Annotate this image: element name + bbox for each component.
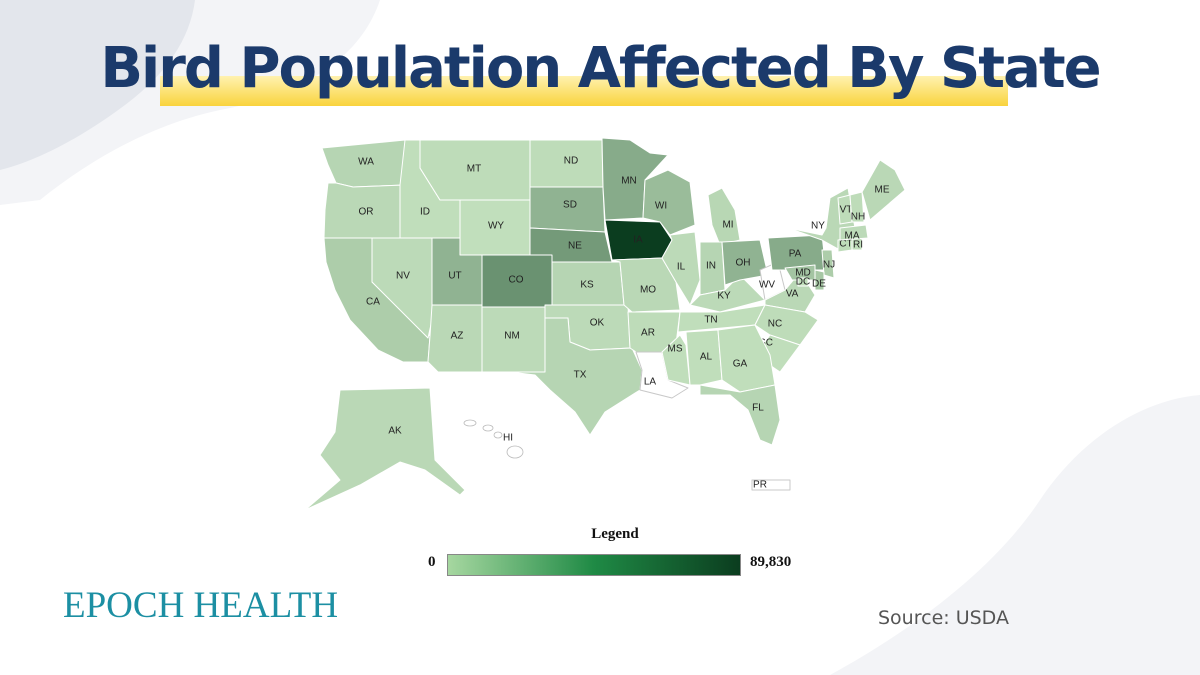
state-label-oh: OH [736,258,751,269]
state-label-sd: SD [563,200,577,211]
state-label-pa: PA [789,249,802,260]
state-label-nm: NM [504,331,520,342]
state-label-me: ME [875,185,890,196]
state-il [661,231,701,306]
state-label-ma: MA [845,231,860,242]
state-label-pr: PR [753,480,767,491]
brand-logo: EPOCH HEALTH [63,585,339,626]
state-me [861,159,906,221]
legend-title: Legend [591,526,639,542]
state-label-id: ID [420,207,430,218]
state-label-hi: HI [503,433,513,444]
state-de [814,269,825,291]
state-label-mn: MN [621,176,637,187]
state-label-wv: WV [759,280,775,291]
state-label-al: AL [700,352,713,363]
state-label-va: VA [786,289,799,300]
state-label-in: IN [706,261,716,272]
state-label-nd: ND [564,156,578,167]
state-label-vt: VT [840,205,853,216]
state-label-nh: NH [851,212,865,223]
state-mi [707,187,741,246]
state-label-ks: KS [580,280,594,291]
state-label-md: MD [795,268,811,279]
state-label-mi: MI [722,220,733,231]
legend-max-label: 89,830 [750,554,792,570]
state-label-fl: FL [752,403,764,414]
state-dc [797,277,809,287]
state-label-ar: AR [641,328,655,339]
state-label-il: IL [677,262,686,273]
state-nj [821,249,835,279]
state-label-ia: IA [633,235,643,246]
state-label-ca: CA [366,297,380,308]
hi-island [482,424,494,432]
state-label-ky: KY [717,291,731,302]
state-label-or: OR [359,207,374,218]
state-label-ut: UT [448,271,461,282]
state-label-wy: WY [488,221,504,232]
state-label-nc: NC [768,319,782,330]
state-ma [839,224,869,241]
state-label-de: DE [812,279,826,290]
state-label-nj: NJ [823,260,835,271]
state-label-mt: MT [467,164,481,175]
legend-min-label: 0 [428,554,436,570]
page-title: Bird Population Affected By State [100,36,1101,101]
state-label-ok: OK [590,318,605,329]
state-ak [304,387,466,511]
state-label-tn: TN [704,315,717,326]
state-label-ne: NE [568,241,582,252]
state-pr [751,479,791,491]
state-al [685,329,723,386]
state-label-ri: RI [853,240,863,251]
state-label-tx: TX [574,370,587,381]
hi-island [463,419,477,427]
state-label-la: LA [644,377,657,388]
state-az [427,304,483,373]
state-label-az: AZ [451,331,464,342]
hi-island [506,445,524,459]
state-label-dc: DC [796,277,810,288]
state-label-mo: MO [640,285,656,296]
state-nh [849,191,865,223]
legend-gradient-bar [447,554,741,576]
source-note: Source: USDA [878,607,1009,629]
state-fl [699,384,781,446]
state-label-wa: WA [358,157,374,168]
state-label-ak: AK [388,426,402,437]
title-highlight [160,76,1008,106]
state-wi [642,169,696,236]
top-left-blob-inner [0,0,195,170]
state-label-sc: SC [759,338,773,349]
state-label-co: CO [509,275,524,286]
bottom-right-blob [830,395,1200,675]
state-label-ny: NY [811,221,825,232]
state-label-nv: NV [396,271,410,282]
state-tx [509,317,643,436]
state-label-wi: WI [655,201,667,212]
state-label-ga: GA [733,359,748,370]
state-label-ct: CT [839,239,852,250]
state-label-ms: MS [668,344,683,355]
hi-island [493,431,503,439]
state-oh [721,239,769,286]
